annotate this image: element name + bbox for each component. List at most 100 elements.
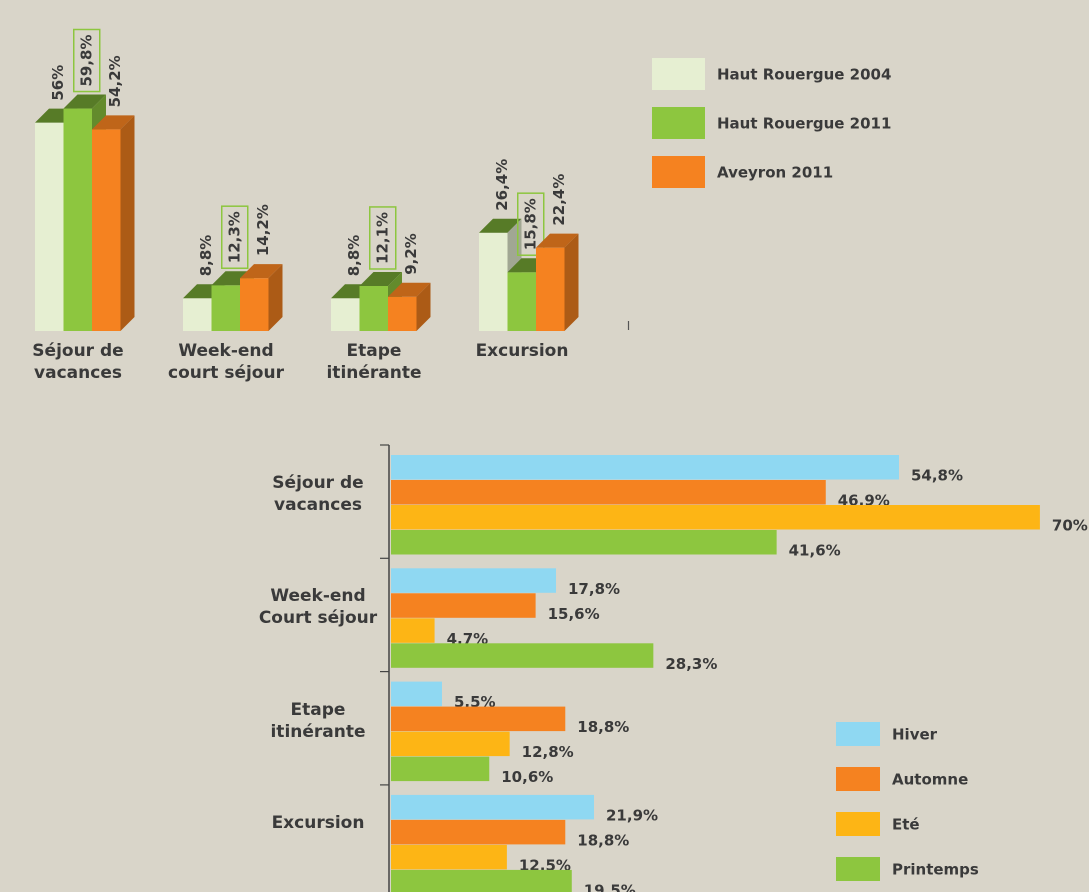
bar xyxy=(391,480,826,505)
value-label-group: 12,1% xyxy=(369,206,397,270)
value-label-group: 54,2% xyxy=(106,55,124,107)
bar xyxy=(391,505,1040,530)
legend-label: Aveyron 2011 xyxy=(717,164,833,182)
legend-swatch xyxy=(836,812,880,836)
bar-3d xyxy=(388,282,431,331)
value-label: 8,8% xyxy=(197,235,215,277)
bar-front xyxy=(359,285,388,331)
value-label: 59,8% xyxy=(77,34,95,86)
bar xyxy=(391,869,572,892)
bar-top xyxy=(388,282,431,297)
legend-swatch xyxy=(836,857,880,881)
value-label: 22,4% xyxy=(550,174,568,226)
label-box xyxy=(369,206,397,270)
value-label: 54,2% xyxy=(106,55,124,107)
value-label: 14,2% xyxy=(254,204,272,256)
bar xyxy=(391,618,435,643)
value-label: 19,5% xyxy=(584,881,636,892)
value-label-group: 14,2% xyxy=(254,204,272,256)
value-label: 15,8% xyxy=(521,198,539,250)
bar xyxy=(391,731,510,757)
x-tick-label: Week-end court séjour xyxy=(168,341,284,383)
value-label: 15,6% xyxy=(548,605,600,623)
value-label-group: 59,8% xyxy=(73,28,101,93)
value-label: 12,8% xyxy=(522,743,574,761)
bar-front xyxy=(211,285,240,331)
bar-front xyxy=(63,108,92,331)
bar xyxy=(391,530,777,555)
y-tick-label: Etape itinérante xyxy=(270,699,366,742)
bar-side xyxy=(416,282,431,331)
bar-front xyxy=(35,122,64,332)
x-tick-label: Etape itinérante xyxy=(326,341,422,383)
bar xyxy=(391,681,442,707)
legend-swatch xyxy=(652,156,705,188)
legend-label: Printemps xyxy=(892,861,979,879)
value-label-group: 22,4% xyxy=(550,174,568,226)
value-label: 9,2% xyxy=(402,233,420,275)
bar-top xyxy=(536,233,579,248)
value-label: 8,8% xyxy=(345,235,363,277)
value-label-group: 56% xyxy=(49,65,67,101)
bar xyxy=(391,455,899,480)
value-label: 18,8% xyxy=(577,718,629,736)
bar xyxy=(391,819,566,845)
value-label: 41,6% xyxy=(789,542,841,560)
value-label: 54,8% xyxy=(911,467,963,485)
value-label: 56% xyxy=(49,65,67,101)
legend-label: Hiver xyxy=(892,726,938,744)
bar-front xyxy=(479,232,508,331)
bar xyxy=(391,794,595,820)
bar-side xyxy=(120,115,135,331)
legend-label: Haut Rouergue 2004 xyxy=(717,66,891,84)
bar-3d xyxy=(536,233,579,331)
value-label-group: 15,8% xyxy=(517,192,545,256)
legend-label: Haut Rouergue 2011 xyxy=(717,115,891,133)
legend-swatch xyxy=(652,107,705,139)
value-label: 26,4% xyxy=(493,159,511,211)
legend-label: Eté xyxy=(892,816,920,834)
y-tick-label: Week-end Court séjour xyxy=(258,586,378,629)
y-tick-label: Excursion xyxy=(271,812,365,833)
bar xyxy=(391,756,490,782)
bar-front xyxy=(507,272,536,331)
bar xyxy=(391,844,507,870)
bar-top xyxy=(63,94,106,109)
bar-3d xyxy=(240,264,283,331)
legend-swatch xyxy=(836,767,880,791)
bar-top xyxy=(240,264,283,279)
label-box xyxy=(221,205,249,269)
bar-top xyxy=(359,271,402,286)
value-label: 28,3% xyxy=(665,655,717,673)
value-label-group: 12,3% xyxy=(221,205,249,269)
value-label: 70% xyxy=(1052,517,1088,535)
bar-top xyxy=(479,218,522,233)
value-label: 12,3% xyxy=(225,211,243,263)
y-tick-label: Séjour de vacances xyxy=(272,473,364,515)
x-tick-label: Séjour de vacances xyxy=(32,341,124,383)
bar-side xyxy=(268,264,283,331)
value-label: 17,8% xyxy=(568,580,620,598)
bar-front xyxy=(331,298,360,331)
bar-front xyxy=(388,296,417,331)
bar-front xyxy=(536,247,565,331)
label-box xyxy=(73,28,101,93)
label-box xyxy=(517,192,545,256)
value-label-group: 8,8% xyxy=(345,235,363,277)
legend-label: Automne xyxy=(892,771,968,789)
legend-swatch xyxy=(652,58,705,90)
value-label-group: 9,2% xyxy=(402,233,420,275)
bar-front xyxy=(240,278,269,331)
bar xyxy=(391,568,557,593)
bar-front xyxy=(183,298,212,331)
value-label: 18,8% xyxy=(577,831,629,849)
x-tick-label: Excursion xyxy=(475,341,569,361)
value-label: 21,9% xyxy=(606,806,658,824)
bar-side xyxy=(564,233,579,331)
value-label-group: 8,8% xyxy=(197,235,215,277)
value-label: 12,1% xyxy=(373,212,391,264)
bar-3d xyxy=(92,115,135,331)
bar-front xyxy=(92,129,121,331)
